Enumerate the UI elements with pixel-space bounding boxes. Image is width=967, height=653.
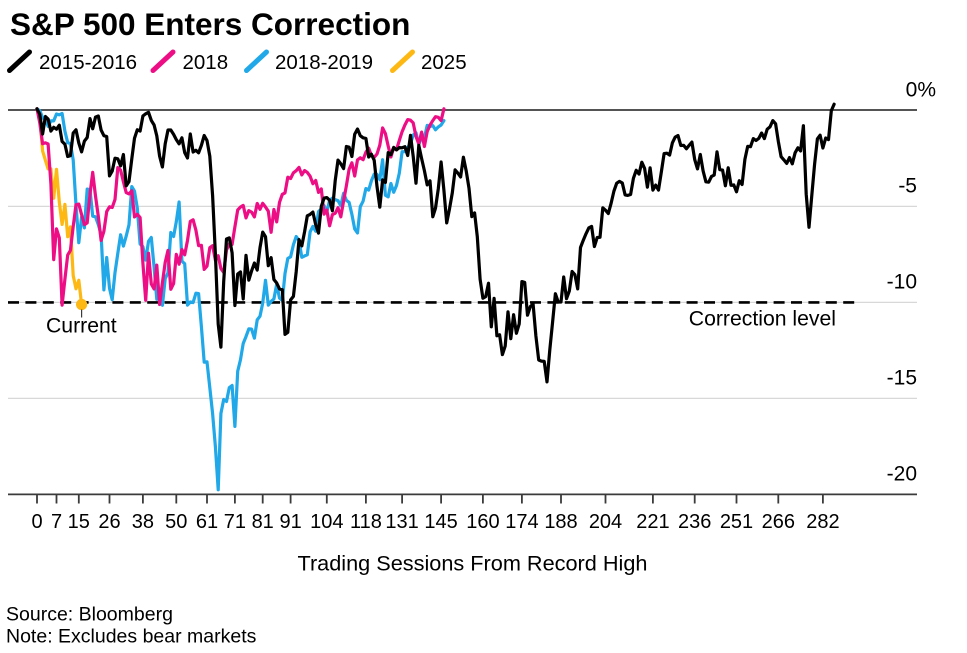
svg-text:0%: 0% xyxy=(906,79,936,102)
svg-text:-10: -10 xyxy=(887,271,917,294)
svg-text:266: 266 xyxy=(762,511,795,533)
svg-text:Source: Bloomberg: Source: Bloomberg xyxy=(6,604,173,626)
svg-text:2018: 2018 xyxy=(183,51,229,74)
svg-text:26: 26 xyxy=(98,511,120,533)
svg-text:Note: Excludes bear markets: Note: Excludes bear markets xyxy=(6,626,257,648)
svg-text:S&P 500 Enters Correction: S&P 500 Enters Correction xyxy=(10,6,410,42)
svg-text:Trading Sessions From Record H: Trading Sessions From Record High xyxy=(298,551,648,576)
svg-text:2015-2016: 2015-2016 xyxy=(39,51,137,74)
svg-text:71: 71 xyxy=(224,511,246,533)
svg-text:-5: -5 xyxy=(898,175,917,198)
svg-text:282: 282 xyxy=(806,511,839,533)
svg-text:221: 221 xyxy=(636,511,669,533)
svg-text:2025: 2025 xyxy=(421,51,467,74)
svg-text:7: 7 xyxy=(51,511,62,533)
svg-text:174: 174 xyxy=(505,511,538,533)
svg-text:81: 81 xyxy=(252,511,274,533)
svg-text:204: 204 xyxy=(589,511,622,533)
svg-text:131: 131 xyxy=(385,511,418,533)
svg-text:251: 251 xyxy=(720,511,753,533)
svg-text:Current: Current xyxy=(46,315,117,338)
svg-text:38: 38 xyxy=(132,511,154,533)
svg-text:118: 118 xyxy=(350,511,382,533)
svg-text:91: 91 xyxy=(279,511,301,533)
svg-text:15: 15 xyxy=(68,511,90,533)
svg-text:Correction level: Correction level xyxy=(689,308,836,331)
svg-text:-15: -15 xyxy=(887,367,917,390)
svg-text:0: 0 xyxy=(31,511,42,533)
svg-text:2018-2019: 2018-2019 xyxy=(275,51,373,74)
svg-text:188: 188 xyxy=(544,511,577,533)
svg-text:50: 50 xyxy=(165,511,187,533)
svg-text:104: 104 xyxy=(310,511,343,533)
svg-text:160: 160 xyxy=(466,511,499,533)
svg-text:61: 61 xyxy=(196,511,218,533)
svg-text:236: 236 xyxy=(678,511,711,533)
svg-text:-20: -20 xyxy=(887,463,917,486)
svg-text:145: 145 xyxy=(424,511,457,533)
